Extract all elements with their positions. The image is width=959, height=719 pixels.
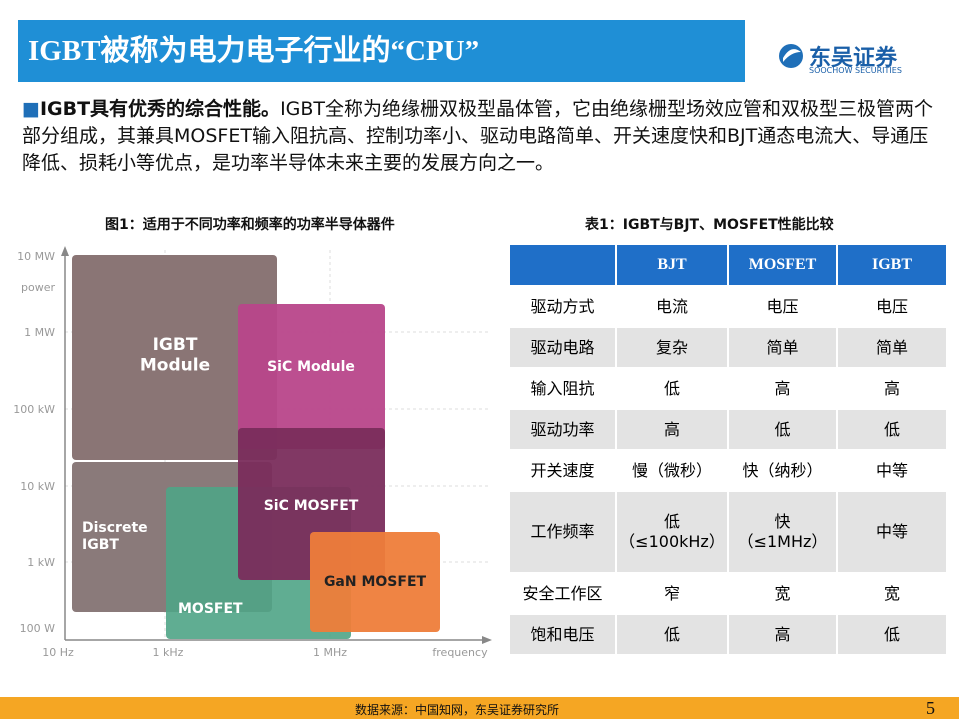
- cell: 复杂: [617, 328, 727, 367]
- y-label: 100 kW: [13, 403, 55, 416]
- y-label: 1 MW: [24, 326, 55, 339]
- cell: 安全工作区: [510, 574, 615, 613]
- figure-caption: 图1：适用于不同功率和频率的功率半导体器件: [105, 217, 395, 233]
- cell: 电流: [617, 287, 727, 326]
- cell: 驱动电路: [510, 328, 615, 367]
- y-label: 10 MW: [17, 250, 55, 263]
- x-label: 1 kHz: [153, 646, 184, 659]
- cell: 工作频率: [510, 492, 615, 572]
- table: BJT MOSFET IGBT 驱动方式 电流 电压 电压 驱动电路 复杂 简单 简单 输入阻抗低高高…: [508, 243, 948, 656]
- logo-sub: SOOCHOW SECURITIES: [809, 66, 902, 75]
- x-label: 1 MHz: [313, 646, 347, 659]
- intro-text: IGBT全称为绝缘栅双极型晶体管，它由绝缘栅型场效应管和双极型三极管两个部分组成…: [22, 98, 934, 174]
- cell: 高: [729, 615, 836, 654]
- intro-lead: IGBT具有优秀的综合性能。: [39, 98, 281, 120]
- region-label: MOSFET: [178, 601, 243, 617]
- header-cell: [510, 245, 615, 285]
- cell: 中等: [838, 492, 946, 572]
- row: 驱动方式 电流 电压 电压: [510, 287, 946, 326]
- region-label: SiC MOSFET: [264, 498, 359, 514]
- cell: 输入阻抗: [510, 369, 615, 408]
- cell: 低: [617, 615, 727, 654]
- header-cell: BJT: [617, 245, 727, 285]
- y-label: 100 W: [20, 622, 55, 635]
- figure: 10 MW power 1 MW 100 kW 10 kW 1 kW 100 W 10 Hz 1…: [13, 246, 492, 659]
- cell: 驱动方式: [510, 287, 615, 326]
- cell: 低: [617, 369, 727, 408]
- cell: 开关速度: [510, 451, 615, 490]
- title: IGBT被称为电力电子行业的“CPU”: [18, 20, 745, 82]
- cell: 简单: [729, 328, 836, 367]
- y-label: 1 kW: [27, 556, 55, 569]
- region-label: SiC Module: [267, 359, 355, 375]
- header-row: BJT MOSFET IGBT: [510, 245, 946, 285]
- region-label: IGBT Module: [140, 335, 210, 375]
- region-label: GaN MOSFET: [324, 574, 427, 590]
- cell: 宽: [729, 574, 836, 613]
- source: 数据来源：中国知网，东吴证券研究所: [355, 703, 560, 717]
- footer-bar: [0, 697, 959, 719]
- cell: 饱和电压: [510, 615, 615, 654]
- x-label: 10 Hz: [42, 646, 74, 659]
- cell: 高: [617, 410, 727, 449]
- logo-mark: [779, 44, 803, 68]
- cell: 低: [838, 410, 946, 449]
- page-number: 5: [926, 698, 935, 718]
- cell: 电压: [838, 287, 946, 326]
- cell: 高: [729, 369, 836, 408]
- row: 驱动功率高低低: [510, 410, 946, 449]
- y-label: 10 kW: [20, 480, 55, 493]
- cell: 中等: [838, 451, 946, 490]
- cell: 快 （≤1MHz）: [729, 492, 836, 572]
- row: 安全工作区窄宽宽: [510, 574, 946, 613]
- cell: 窄: [617, 574, 727, 613]
- cell: 低 （≤100kHz）: [617, 492, 727, 572]
- table-caption: 表1：IGBT与BJT、MOSFET性能比较: [585, 217, 834, 233]
- cell: 高: [838, 369, 946, 408]
- row: 输入阻抗低高高: [510, 369, 946, 408]
- table-wrap: BJT MOSFET IGBT 驱动方式 电流 电压 电压 驱动电路 复杂 简单 简单 输入阻抗低高高…: [508, 243, 948, 656]
- cell: 驱动功率: [510, 410, 615, 449]
- cell: 低: [838, 615, 946, 654]
- row: 工作频率低 （≤100kHz）快 （≤1MHz） 中等: [510, 492, 946, 572]
- x-label: frequency: [432, 646, 488, 659]
- row: 开关速度 慢（微秒） 快（纳秒） 中等: [510, 451, 946, 490]
- intro: ■IGBT具有优秀的综合性能。IGBT全称为绝缘栅双极型晶体管，它由绝缘栅型场效…: [22, 98, 934, 174]
- region-label: Discrete IGBT: [82, 520, 148, 553]
- cell: 慢（微秒）: [617, 451, 727, 490]
- header-cell: MOSFET: [729, 245, 836, 285]
- cell: 电压: [729, 287, 836, 326]
- cell: 快（纳秒）: [729, 451, 836, 490]
- y-label: power: [21, 281, 55, 294]
- cell: 宽: [838, 574, 946, 613]
- row: 饱和电压低高低: [510, 615, 946, 654]
- logo-name: 东吴证券: [809, 46, 898, 71]
- cell: 低: [729, 410, 836, 449]
- cell: 简单: [838, 328, 946, 367]
- header-cell: IGBT: [838, 245, 946, 285]
- row: 驱动电路 复杂 简单 简单: [510, 328, 946, 367]
- logo: 东吴证券 SOOCHOW SECURITIES: [775, 38, 925, 82]
